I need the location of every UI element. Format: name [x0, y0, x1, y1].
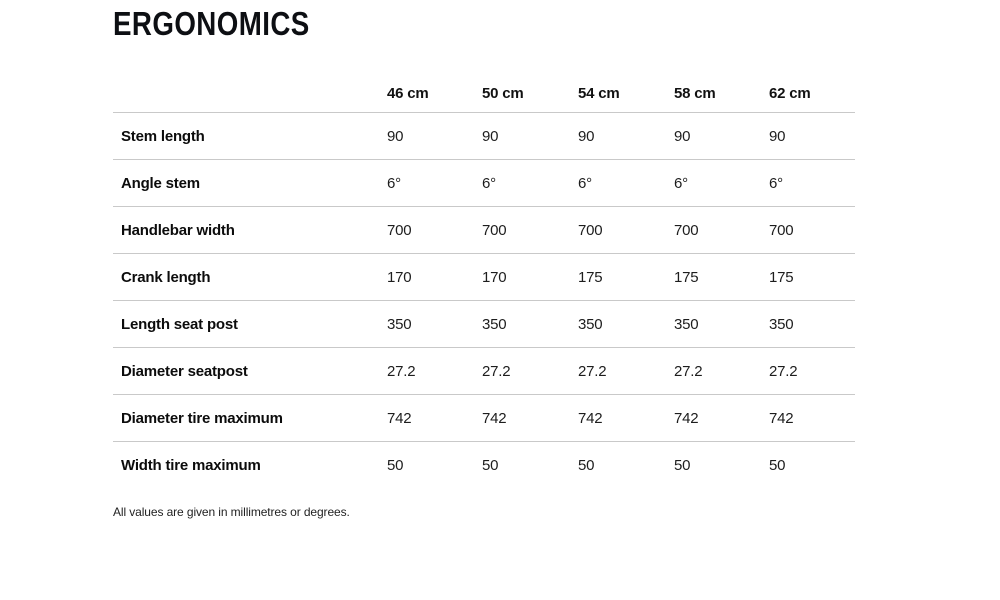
table-header-row: 46 cm 50 cm 54 cm 58 cm 62 cm	[113, 75, 855, 113]
table-row: Diameter seatpost 27.2 27.2 27.2 27.2 27.2	[113, 348, 855, 395]
table-row: Angle stem 6° 6° 6° 6° 6°	[113, 160, 855, 207]
column-header-size: 50 cm	[482, 85, 524, 102]
row-value: 90	[578, 127, 595, 145]
row-value: 50	[674, 457, 691, 474]
column-header-size: 54 cm	[578, 85, 620, 102]
row-value: 742	[769, 409, 794, 427]
row-label: Length seat post	[121, 315, 238, 333]
row-value: 90	[769, 127, 786, 145]
ergonomics-spec-table: 46 cm 50 cm 54 cm 58 cm 62 cm Stem length 90 9…	[113, 75, 855, 489]
row-label: Angle stem	[121, 174, 200, 192]
row-value: 350	[387, 315, 412, 333]
row-value: 700	[769, 221, 794, 239]
row-value: 350	[578, 315, 603, 333]
row-value: 6°	[578, 174, 592, 192]
row-value: 350	[674, 315, 699, 333]
column-header-size: 58 cm	[674, 85, 716, 102]
table-row: Handlebar width 700 700 700 700 700	[113, 207, 855, 254]
row-value: 742	[674, 409, 699, 427]
row-value: 350	[482, 315, 507, 333]
row-value: 50	[387, 457, 404, 474]
table-row: Diameter tire maximum 742 742 742 742 742	[113, 395, 855, 442]
row-value: 350	[769, 315, 794, 333]
row-label: Diameter tire maximum	[121, 409, 283, 427]
row-value: 175	[769, 268, 794, 286]
row-value: 50	[769, 457, 786, 474]
row-value: 175	[674, 268, 699, 286]
row-label: Crank length	[121, 268, 211, 286]
table-body: Stem length 90 90 90 90 90 Angle stem 6° 6° 6° 6° 6…	[113, 113, 855, 489]
ergonomics-section: ERGONOMICS 46 cm 50 cm 54 cm 58 cm 62 cm Ste…	[113, 5, 855, 519]
column-header-size: 46 cm	[387, 85, 429, 102]
table-row: Width tire maximum 50 50 50 50 50	[113, 442, 855, 489]
row-value: 700	[578, 221, 603, 239]
row-value: 27.2	[769, 362, 798, 380]
row-value: 27.2	[674, 362, 703, 380]
row-label: Diameter seatpost	[121, 362, 248, 380]
table-row: Length seat post 350 350 350 350 350	[113, 301, 855, 348]
column-header-size: 62 cm	[769, 85, 811, 102]
row-value: 175	[578, 268, 603, 286]
row-value: 90	[674, 127, 691, 145]
row-value: 170	[387, 268, 412, 286]
row-value: 90	[482, 127, 499, 145]
row-value: 6°	[482, 174, 496, 192]
row-value: 50	[482, 457, 499, 474]
row-value: 90	[387, 127, 404, 145]
page-title: ERGONOMICS	[113, 5, 310, 42]
table-row: Stem length 90 90 90 90 90	[113, 113, 855, 160]
row-value: 50	[578, 457, 595, 474]
row-value: 27.2	[387, 362, 416, 380]
table-footnote: All values are given in millimetres or d…	[113, 505, 350, 519]
row-value: 742	[578, 409, 603, 427]
row-value: 27.2	[482, 362, 511, 380]
row-value: 700	[674, 221, 699, 239]
row-value: 700	[482, 221, 507, 239]
row-value: 6°	[674, 174, 688, 192]
row-value: 742	[482, 409, 507, 427]
row-value: 6°	[387, 174, 401, 192]
row-label: Handlebar width	[121, 221, 235, 239]
row-label: Stem length	[121, 127, 205, 145]
row-value: 170	[482, 268, 507, 286]
row-value: 742	[387, 409, 412, 427]
row-value: 700	[387, 221, 412, 239]
row-value: 27.2	[578, 362, 607, 380]
row-value: 6°	[769, 174, 783, 192]
row-label: Width tire maximum	[121, 457, 261, 474]
table-row: Crank length 170 170 175 175 175	[113, 254, 855, 301]
